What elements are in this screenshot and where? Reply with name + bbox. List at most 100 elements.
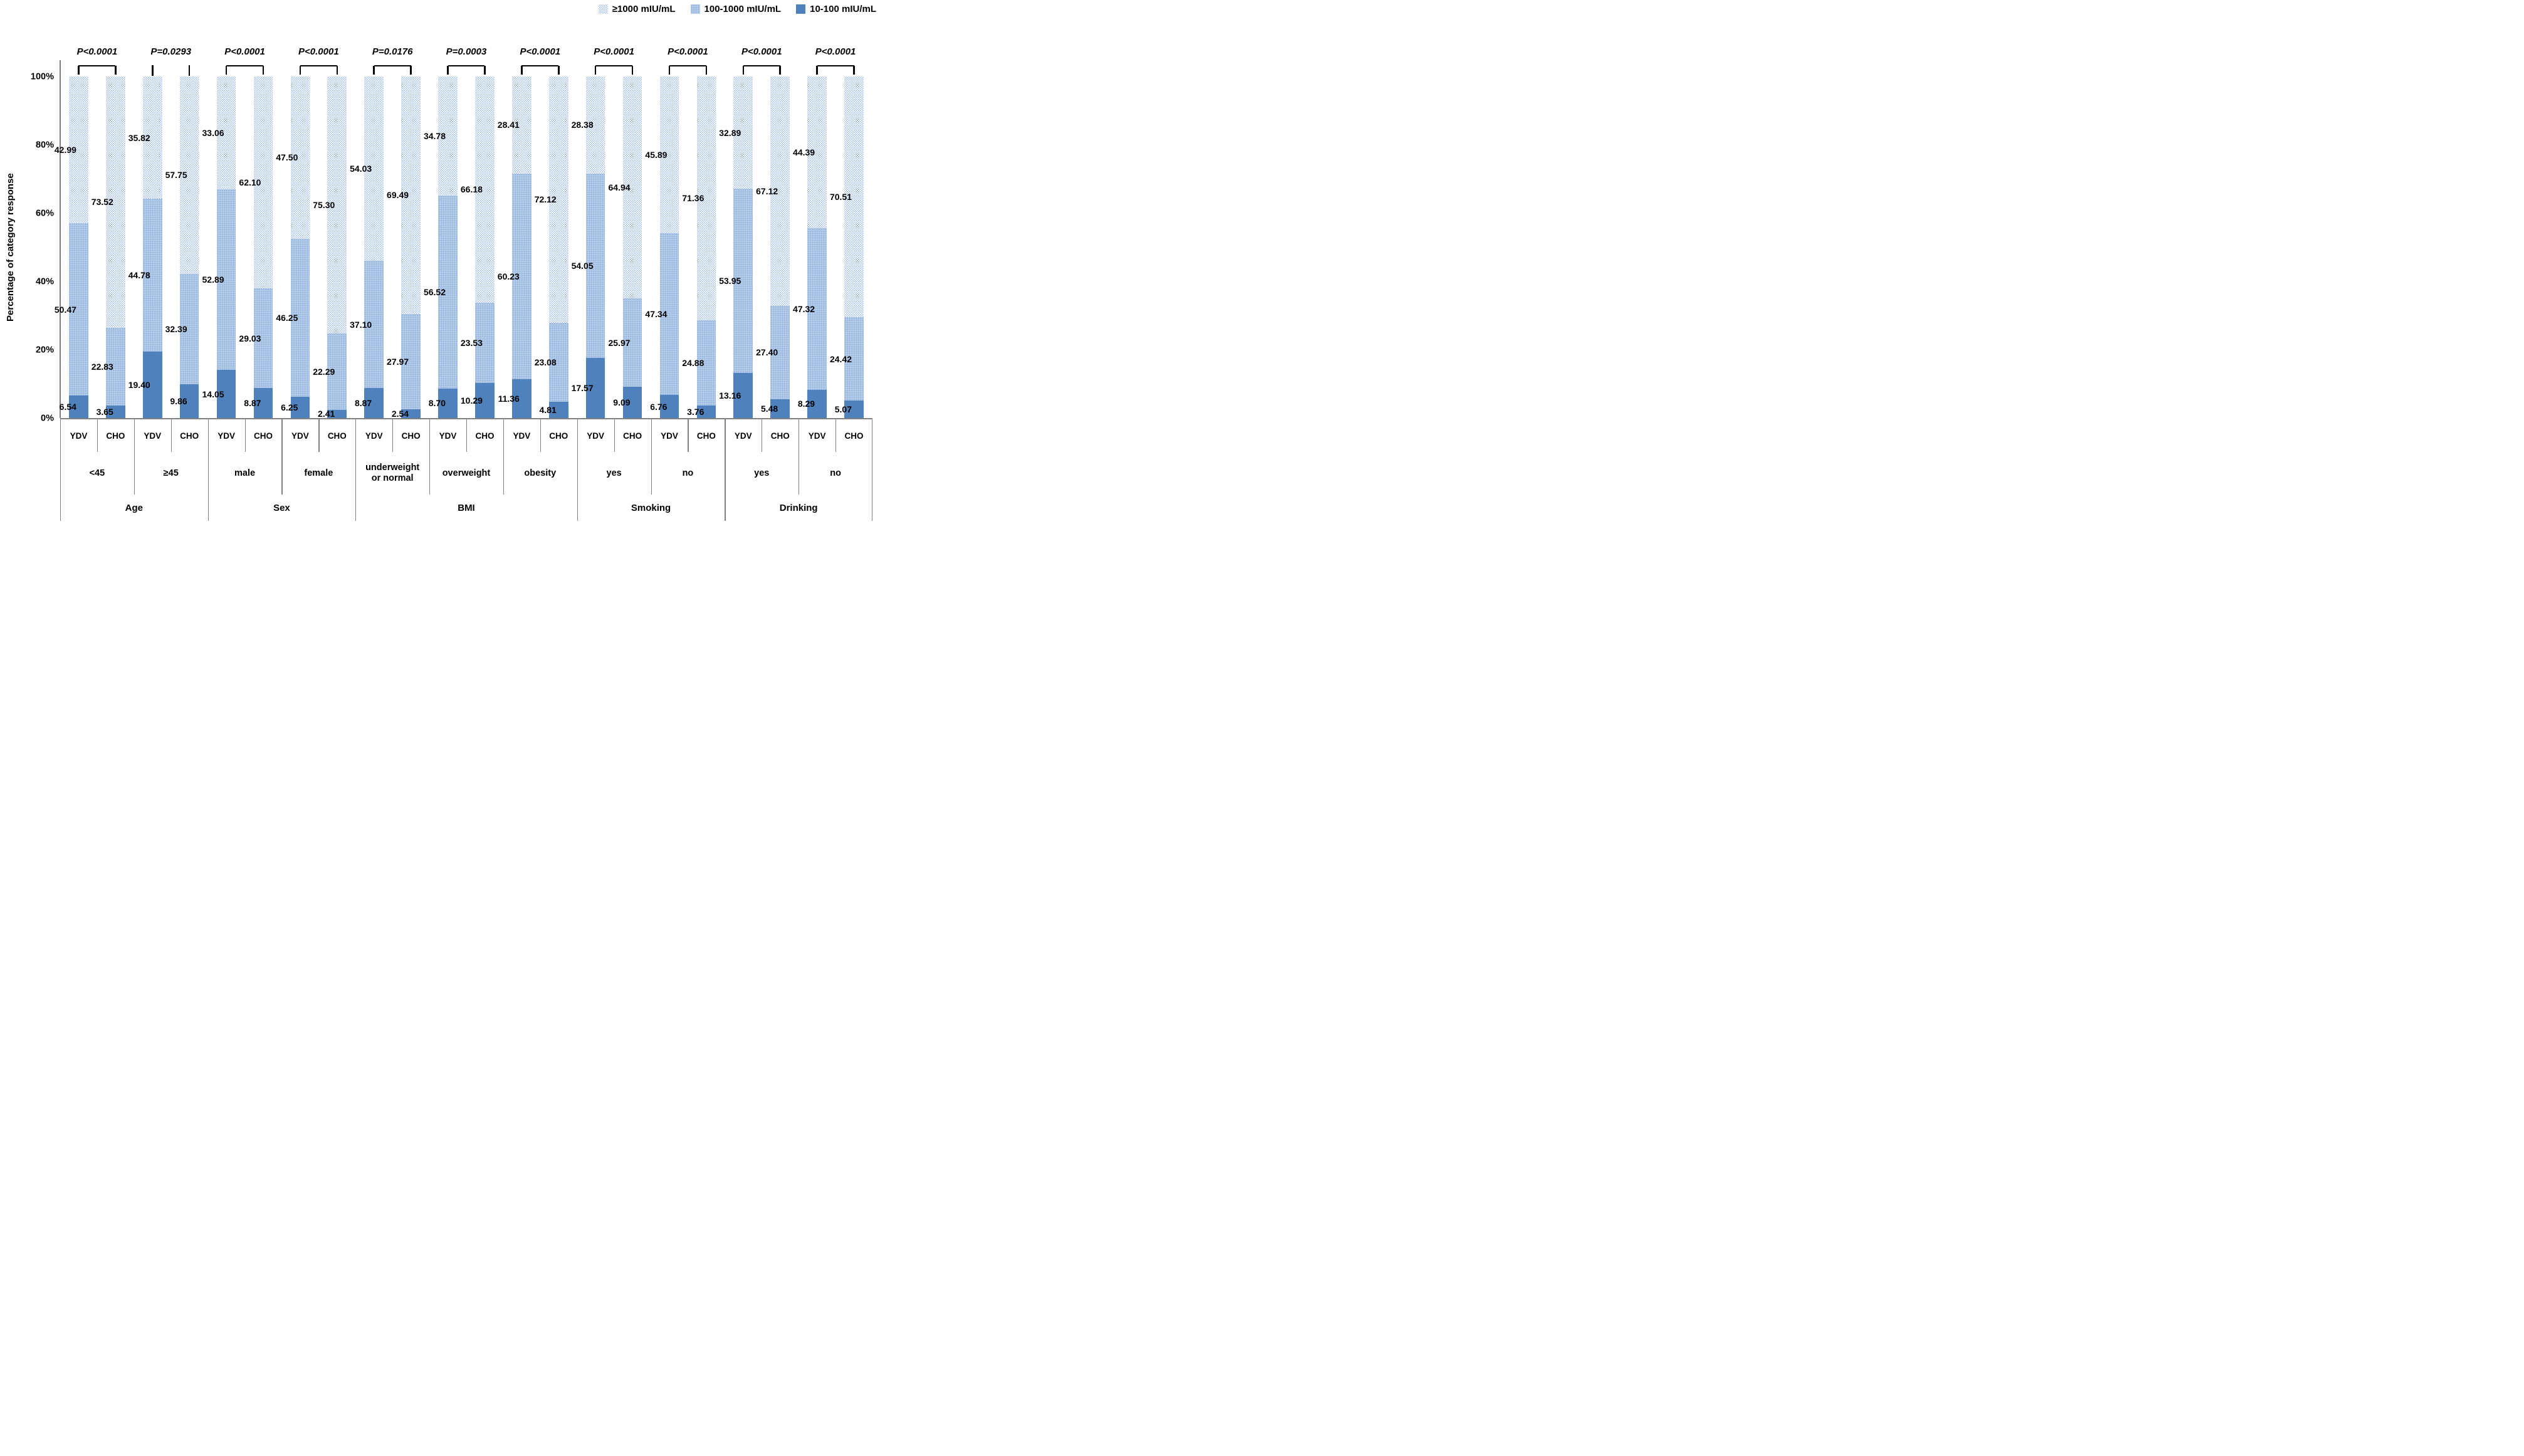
group-axis-label: BMI — [458, 502, 475, 513]
bar-segment-ge1000 — [770, 76, 790, 306]
value-label: 71.36 — [682, 193, 704, 204]
value-label: 2.41 — [318, 409, 335, 419]
bar-axis-label: YDV — [661, 431, 678, 441]
bracket-tick — [447, 66, 449, 75]
value-label: 47.34 — [645, 309, 668, 320]
value-label: 25.97 — [608, 337, 631, 348]
bracket-tick — [742, 66, 745, 75]
bar-axis-label: CHO — [844, 431, 864, 441]
bar-segment-10-100 — [327, 409, 347, 418]
legend-label: 10-100 mIU/mL — [810, 4, 876, 14]
bar-segment-100-1000 — [216, 189, 236, 370]
bar-slot-cho-17: 3.76 24.88 71.36 — [682, 76, 725, 418]
subgroup-axis-label: no — [682, 468, 694, 478]
value-label: 33.06 — [202, 128, 224, 139]
bracket-line — [300, 65, 337, 66]
stacked-bar — [622, 76, 642, 418]
bracket-line — [448, 65, 485, 66]
bar-segment-100-1000 — [512, 173, 532, 380]
bar-slot-ydv-16: 6.76 47.34 45.89 — [645, 76, 688, 418]
category-axis: YDV CHO YDV CHO YDV CHO YDV CHO YDV CHO YDV CHO YDV C… — [60, 418, 872, 521]
subgroup-axis-label: female — [304, 468, 333, 478]
bar-segment-100-1000 — [142, 199, 162, 352]
value-label: 9.09 — [613, 397, 631, 408]
bar-axis-label: CHO — [475, 431, 495, 441]
bracket-tick — [188, 65, 191, 76]
value-label: 5.07 — [834, 404, 852, 415]
value-label: 6.54 — [59, 402, 76, 412]
bar-segment-10-100 — [401, 409, 421, 418]
bracket-tick — [853, 66, 855, 75]
value-label: 52.89 — [202, 275, 224, 285]
subgroup-axis-label: obesity — [524, 468, 557, 478]
bar-segment-10-100 — [770, 399, 790, 418]
bar-axis-label: CHO — [180, 431, 199, 441]
bracket-tick — [336, 66, 338, 75]
bar-slot-ydv-10: 8.70 56.52 34.78 — [424, 76, 466, 418]
bar-axis-label: CHO — [623, 431, 642, 441]
bar-axis-label: YDV — [439, 431, 457, 441]
value-label: 60.23 — [497, 271, 520, 281]
stacked-bar — [401, 76, 421, 418]
subgroup-axis-label: underweight or normal — [365, 463, 420, 483]
bracket-line — [669, 65, 706, 66]
axis-separator — [429, 419, 431, 495]
axis-separator — [170, 419, 172, 452]
bar-segment-ge1000 — [548, 76, 568, 323]
bar-axis-label: YDV — [217, 431, 235, 441]
bar-segment-10-100 — [106, 406, 125, 418]
value-label: 6.76 — [650, 401, 668, 412]
stacked-bar — [142, 76, 162, 418]
value-label: 64.94 — [608, 182, 631, 192]
bracket-tick — [521, 66, 523, 75]
value-label: 17.57 — [571, 383, 594, 394]
bar-segment-ge1000 — [106, 76, 125, 328]
subgroup-axis-label: <45 — [89, 468, 105, 478]
bar-slot-cho-1: 3.65 22.83 73.52 — [92, 76, 134, 418]
value-label: 57.75 — [165, 170, 187, 181]
bar-axis-label: CHO — [253, 431, 273, 441]
bar-segment-100-1000 — [106, 327, 125, 406]
bar-slot-ydv-14: 17.57 54.05 28.38 — [572, 76, 614, 418]
bar-segment-ge1000 — [179, 76, 199, 274]
value-label: 66.18 — [460, 184, 483, 195]
bracket-tick — [631, 66, 634, 75]
bracket-line — [78, 65, 116, 66]
bar-segment-100-1000 — [696, 320, 716, 406]
bar-segment-ge1000 — [438, 76, 458, 196]
p-value-label: P<0.0001 — [741, 46, 782, 57]
p-value-label: P<0.0001 — [298, 46, 339, 57]
value-label: 44.39 — [793, 147, 815, 157]
value-label: 24.88 — [682, 357, 704, 368]
bar-segment-ge1000 — [475, 76, 495, 303]
bar-segment-ge1000 — [844, 76, 864, 318]
bracket-line — [226, 65, 263, 66]
stacked-bar — [106, 76, 125, 418]
bar-slot-ydv-20: 8.29 47.32 44.39 — [793, 76, 835, 418]
bar-segment-10-100 — [659, 395, 679, 418]
bracket-line — [521, 65, 559, 66]
legend-label: 100-1000 mIU/mL — [704, 4, 782, 14]
bar-segment-ge1000 — [696, 76, 716, 320]
bracket-tick — [115, 66, 117, 75]
bracket-tick — [816, 66, 818, 75]
legend-swatch-dots-light-icon — [598, 4, 608, 14]
bar-segment-ge1000 — [253, 76, 273, 289]
value-label: 8.29 — [797, 399, 815, 409]
bar-segment-10-100 — [696, 405, 716, 418]
y-tick-40: 40% — [35, 276, 54, 286]
axis-separator — [392, 419, 394, 452]
y-axis-title: Percentage of category response — [5, 173, 16, 322]
legend: ≥1000 mIU/mL 100-1000 mIU/mL 10-100 mIU/… — [598, 4, 876, 14]
value-label: 32.89 — [719, 127, 741, 138]
value-label: 45.89 — [645, 150, 668, 160]
stacked-bar — [290, 76, 310, 418]
bar-segment-10-100 — [807, 389, 827, 418]
subgroup-axis-label: yes — [606, 468, 622, 478]
y-tick-20: 20% — [35, 344, 54, 355]
stacked-bar — [327, 76, 347, 418]
bracket-tick — [779, 66, 781, 75]
group-axis-label: Sex — [273, 502, 290, 513]
value-label: 35.82 — [128, 132, 150, 143]
bracket-tick — [410, 66, 412, 75]
